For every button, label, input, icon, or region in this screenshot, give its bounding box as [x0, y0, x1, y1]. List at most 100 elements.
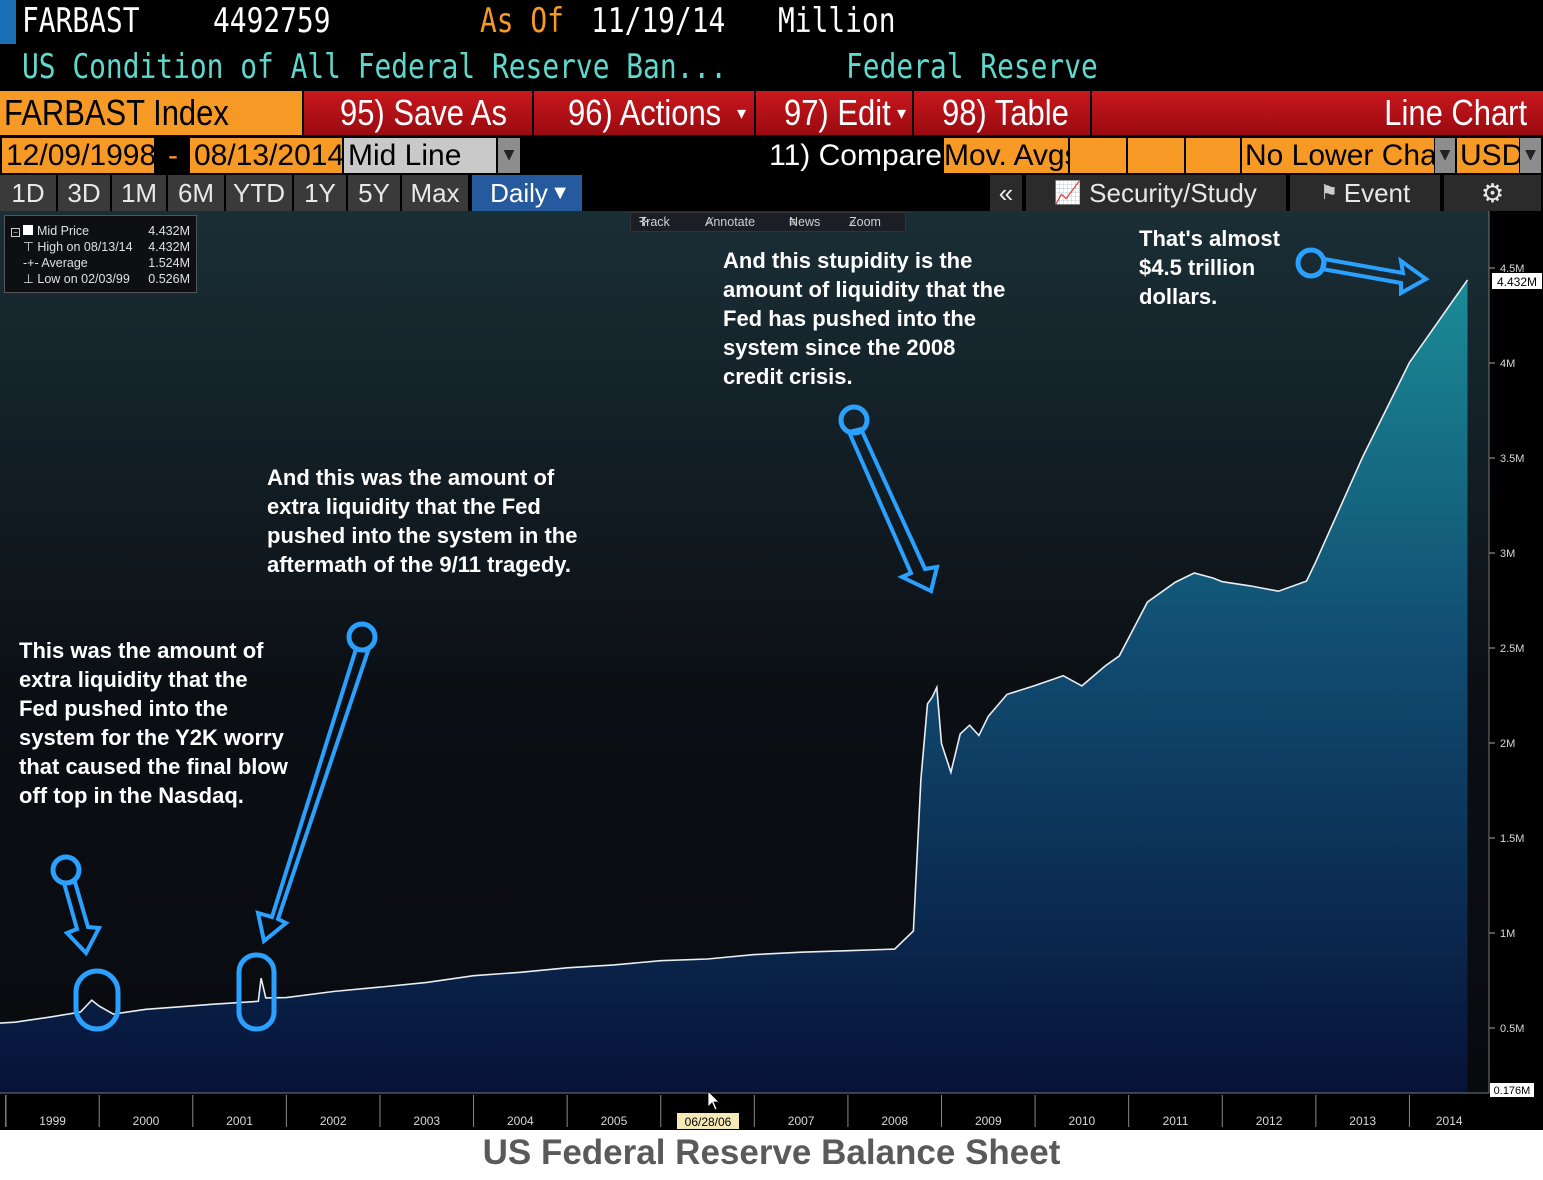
lower-chart-dropdown-icon[interactable]: ▼	[1435, 138, 1455, 173]
legend-swatch	[23, 225, 33, 235]
legend-low-value: 0.526M	[148, 272, 190, 286]
table-button[interactable]: 98) Table	[914, 91, 1090, 135]
flag-icon: ⚑	[1320, 182, 1338, 204]
y-tick-label: 4M	[1500, 358, 1515, 370]
end-date-field[interactable]: 08/13/2014	[190, 138, 342, 173]
header-marker	[0, 0, 16, 44]
y-tick-label: 1.5M	[1500, 833, 1524, 845]
x-axis: 1999200020012002200320042005200620072008…	[5, 1095, 1463, 1128]
legend-mid-value: 4.432M	[148, 224, 190, 238]
trillion-callout-arrow	[1295, 247, 1430, 297]
settings-gear-icon[interactable]: ⚙	[1444, 175, 1543, 211]
mov-avgs-button[interactable]: Mov. Avgs	[944, 138, 1068, 173]
x-tick-label: 2011	[1163, 1114, 1189, 1128]
tab-ytd[interactable]: YTD	[226, 175, 294, 211]
nine-eleven-callout-arrow	[255, 621, 378, 945]
legend-high-value: 4.432M	[148, 240, 190, 254]
annotation-y2k: This was the amount of extra liquidity t…	[19, 638, 288, 808]
cursor-date: 06/28/06	[685, 1115, 732, 1129]
y-tick-label: 4.5M	[1500, 263, 1524, 275]
legend-low-label: Low on 02/03/99	[37, 272, 130, 286]
study-slot-1[interactable]	[1070, 138, 1126, 173]
news-label: News	[789, 215, 821, 229]
legend-row-mid: − Mid Price 4.432M	[11, 223, 190, 239]
y-tick-label: 1M	[1500, 928, 1515, 940]
tab-3d[interactable]: 3D	[58, 175, 112, 211]
last-price-tag-bg	[1492, 273, 1542, 289]
save-as-label: 95) Save As	[340, 92, 507, 133]
last-value: 4492759	[213, 1, 331, 41]
x-tick-label: 2012	[1256, 1114, 1283, 1128]
y-axis-panel	[1489, 211, 1543, 1093]
collapse-button[interactable]: «	[990, 175, 1024, 211]
x-tick-label: 2001	[226, 1114, 253, 1128]
tab-1y[interactable]: 1Y	[294, 175, 348, 211]
legend-average-value: 1.524M	[148, 256, 190, 270]
start-date-field[interactable]: 12/09/1998	[2, 138, 154, 173]
annotation-four-point-five-trillion: That's almost $4.5 trillion dollars.	[1139, 226, 1280, 309]
actions-label: 96) Actions	[568, 92, 722, 133]
low-marker-icon: ⊥	[23, 272, 38, 286]
lower-chart-select[interactable]: No Lower Chart	[1242, 138, 1434, 173]
frequency-dropdown-icon: ▼	[550, 182, 570, 204]
legend-row-high: ⊤ High on 08/13/14 4.432M	[11, 239, 190, 255]
event-button[interactable]: ⚑ Event	[1290, 175, 1442, 211]
x-tick-label: 2009	[975, 1114, 1002, 1128]
legend-row-low: ⊥ Low on 02/03/99 0.526M	[11, 271, 190, 287]
edit-dropdown-icon: ▾	[896, 103, 906, 123]
options-bar: 12/09/1998 - 08/13/2014 Mid Line ▼ 11) C…	[0, 135, 1543, 175]
study-slot-3[interactable]	[1186, 138, 1240, 173]
tab-1d[interactable]: 1D	[0, 175, 58, 211]
tab-1m[interactable]: 1M	[112, 175, 168, 211]
news-icon: ≡	[789, 215, 797, 229]
legend-row-average: -+- Average 1.524M	[11, 255, 190, 271]
series-line	[0, 279, 1469, 1024]
data-source: Federal Reserve	[846, 47, 1098, 87]
unit-label: Million	[778, 1, 896, 41]
tab-5y[interactable]: 5Y	[348, 175, 402, 211]
currency-dropdown-icon[interactable]: ▼	[1520, 138, 1541, 173]
security-field-label: FARBAST Index	[4, 92, 229, 133]
magnifier-icon: ⌕	[849, 215, 857, 229]
save-as-button[interactable]: 95) Save As	[304, 91, 532, 135]
x-axis-panel	[0, 1093, 1543, 1130]
frequency-select[interactable]: Daily ▼	[472, 175, 584, 211]
line-type-dropdown-icon[interactable]: ▼	[498, 138, 520, 173]
study-slot-2[interactable]	[1128, 138, 1184, 173]
currency-select[interactable]: USD	[1457, 138, 1519, 173]
legend-average-label: Average	[41, 256, 88, 270]
table-label: 98) Table	[942, 92, 1069, 133]
legend-high-label: High on 08/13/14	[37, 240, 133, 254]
header: FARBAST 4492759 As Of 11/19/14 Million U…	[0, 0, 1543, 91]
tab-max[interactable]: Max	[402, 175, 470, 211]
compare-button[interactable]: 11) Compare	[769, 139, 942, 172]
min-tag: 0.176M	[1494, 1085, 1531, 1097]
x-tick-label: 2007	[788, 1114, 815, 1128]
x-tick-label: 2000	[133, 1114, 160, 1128]
mouse-pointer-icon	[707, 1090, 720, 1111]
security-field[interactable]: FARBAST Index	[0, 91, 302, 135]
ticker: FARBAST	[22, 1, 140, 41]
command-bar: FARBAST Index 95) Save As 96) Actions ▾ …	[0, 91, 1543, 135]
view-mode-label: Line Chart	[1384, 92, 1527, 133]
tab-6m[interactable]: 6M	[168, 175, 226, 211]
y-tick-label: 2.5M	[1500, 643, 1524, 655]
as-of-label: As Of	[480, 1, 564, 41]
average-marker-icon: -+-	[23, 256, 42, 270]
security-study-button[interactable]: 📈 Security/Study	[1026, 175, 1288, 211]
x-tick-label: 2014	[1436, 1114, 1463, 1128]
as-of-date: 11/19/14	[591, 1, 726, 41]
x-tick-label: 2005	[601, 1114, 628, 1128]
y-tick-label: 0.5M	[1500, 1023, 1524, 1035]
view-mode[interactable]: Line Chart	[1092, 91, 1543, 135]
legend-toggle-icon[interactable]: −	[11, 228, 20, 237]
actions-menu[interactable]: 96) Actions ▾	[534, 91, 754, 135]
annotation-credit-crisis: And this stupidity is the amount of liqu…	[723, 248, 1006, 389]
line-type-select[interactable]: Mid Line	[344, 138, 496, 173]
area-fill	[0, 279, 1468, 1093]
x-tick-label: 2010	[1069, 1114, 1096, 1128]
callouts	[50, 247, 1430, 1032]
period-tab-bar: 1D 3D 1M 6M YTD 1Y 5Y Max Daily ▼ « 📈 Se…	[0, 175, 1543, 211]
edit-menu[interactable]: 97) Edit ▾	[756, 91, 912, 135]
pencil-icon: ⟋	[705, 215, 714, 229]
